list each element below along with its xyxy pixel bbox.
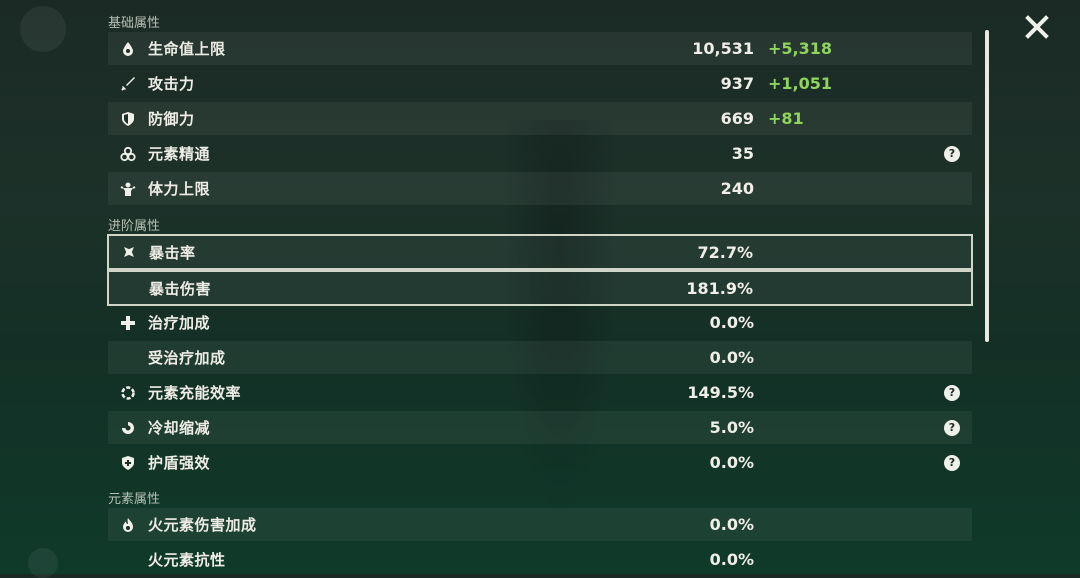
- stat-row-atk[interactable]: 攻击力 937 +1,051: [108, 67, 972, 100]
- stat-row-pyro-res[interactable]: 火元素抗性 0.0%: [108, 543, 972, 576]
- stat-label: 元素精通: [148, 145, 211, 163]
- stat-row-pyro-dmg[interactable]: 火元素伤害加成 0.0%: [108, 508, 972, 541]
- stat-label: 火元素抗性: [148, 551, 226, 569]
- stat-value: 35: [731, 144, 754, 163]
- section-title-elemental: 元素属性: [108, 492, 161, 507]
- stat-row-incoming-healing[interactable]: 受治疗加成 0.0%: [108, 341, 972, 374]
- stat-row-crit-dmg[interactable]: 暴击伤害 181.9%: [107, 270, 973, 306]
- stat-value: 10,531: [692, 39, 754, 58]
- background-button: [28, 548, 58, 578]
- crit-rate-icon: [109, 244, 149, 260]
- stat-value: 0.0%: [709, 348, 754, 367]
- stat-value: 669: [720, 109, 754, 128]
- stat-row-cooldown[interactable]: 冷却缩减 5.0% ?: [108, 411, 972, 444]
- hp-drop-icon: [108, 41, 148, 57]
- help-icon[interactable]: ?: [944, 145, 960, 162]
- stat-value: 72.7%: [697, 242, 753, 262]
- stat-label: 治疗加成: [148, 314, 211, 332]
- scrollbar-thumb[interactable]: [985, 30, 989, 342]
- energy-recharge-icon: [108, 385, 148, 401]
- stat-value: 0.0%: [709, 453, 754, 472]
- close-icon: [1025, 15, 1049, 39]
- section-title-advanced: 进阶属性: [108, 219, 161, 234]
- help-icon[interactable]: ?: [944, 454, 960, 471]
- stat-value: 0.0%: [709, 550, 754, 569]
- stat-bonus: +1,051: [768, 74, 833, 93]
- section-title-base: 基础属性: [108, 16, 161, 31]
- stat-row-def[interactable]: 防御力 669 +81: [108, 102, 972, 135]
- stat-label: 火元素伤害加成: [148, 516, 257, 534]
- stamina-icon: [108, 181, 148, 197]
- stat-value: 181.9%: [686, 278, 753, 298]
- stat-bonus: +5,318: [768, 39, 833, 58]
- stat-bonus: +81: [768, 109, 804, 128]
- stat-row-crit-rate[interactable]: 暴击率 72.7%: [107, 234, 973, 270]
- stat-row-shield-strength[interactable]: 护盾强效 0.0% ?: [108, 446, 972, 479]
- stat-label: 护盾强效: [148, 454, 211, 472]
- shield-icon: [108, 111, 148, 127]
- help-icon[interactable]: ?: [944, 419, 960, 436]
- stat-value: 149.5%: [687, 383, 754, 402]
- stat-value: 0.0%: [709, 313, 754, 332]
- stat-label: 暴击伤害: [149, 279, 212, 298]
- stat-value: 0.0%: [709, 515, 754, 534]
- stat-row-hp[interactable]: 生命值上限 10,531 +5,318: [108, 32, 972, 65]
- shield-strength-icon: [108, 455, 148, 471]
- healing-cross-icon: [108, 315, 148, 331]
- stat-value: 937: [720, 74, 754, 93]
- stat-label: 体力上限: [148, 180, 211, 198]
- stat-label: 冷却缩减: [148, 419, 211, 437]
- stat-row-healing[interactable]: 治疗加成 0.0%: [108, 306, 972, 339]
- stat-label: 攻击力: [148, 75, 195, 93]
- stat-label: 生命值上限: [148, 40, 226, 58]
- sword-icon: [108, 76, 148, 92]
- stat-value: 240: [720, 179, 754, 198]
- background-emblem: [20, 6, 66, 52]
- stat-row-energy-recharge[interactable]: 元素充能效率 149.5% ?: [108, 376, 972, 409]
- stat-row-stamina[interactable]: 体力上限 240: [108, 172, 972, 205]
- stat-label: 受治疗加成: [148, 349, 226, 367]
- close-button[interactable]: [1022, 12, 1052, 42]
- stat-label: 元素充能效率: [148, 384, 242, 402]
- pyro-icon: [108, 517, 148, 533]
- help-icon[interactable]: ?: [944, 384, 960, 401]
- cooldown-icon: [108, 420, 148, 436]
- elemental-mastery-icon: [108, 146, 148, 162]
- background-character-silhouette: [500, 120, 620, 520]
- stat-row-em[interactable]: 元素精通 35 ?: [108, 137, 972, 170]
- stat-label: 防御力: [148, 110, 195, 128]
- stat-value: 5.0%: [709, 418, 754, 437]
- stat-label: 暴击率: [149, 243, 196, 262]
